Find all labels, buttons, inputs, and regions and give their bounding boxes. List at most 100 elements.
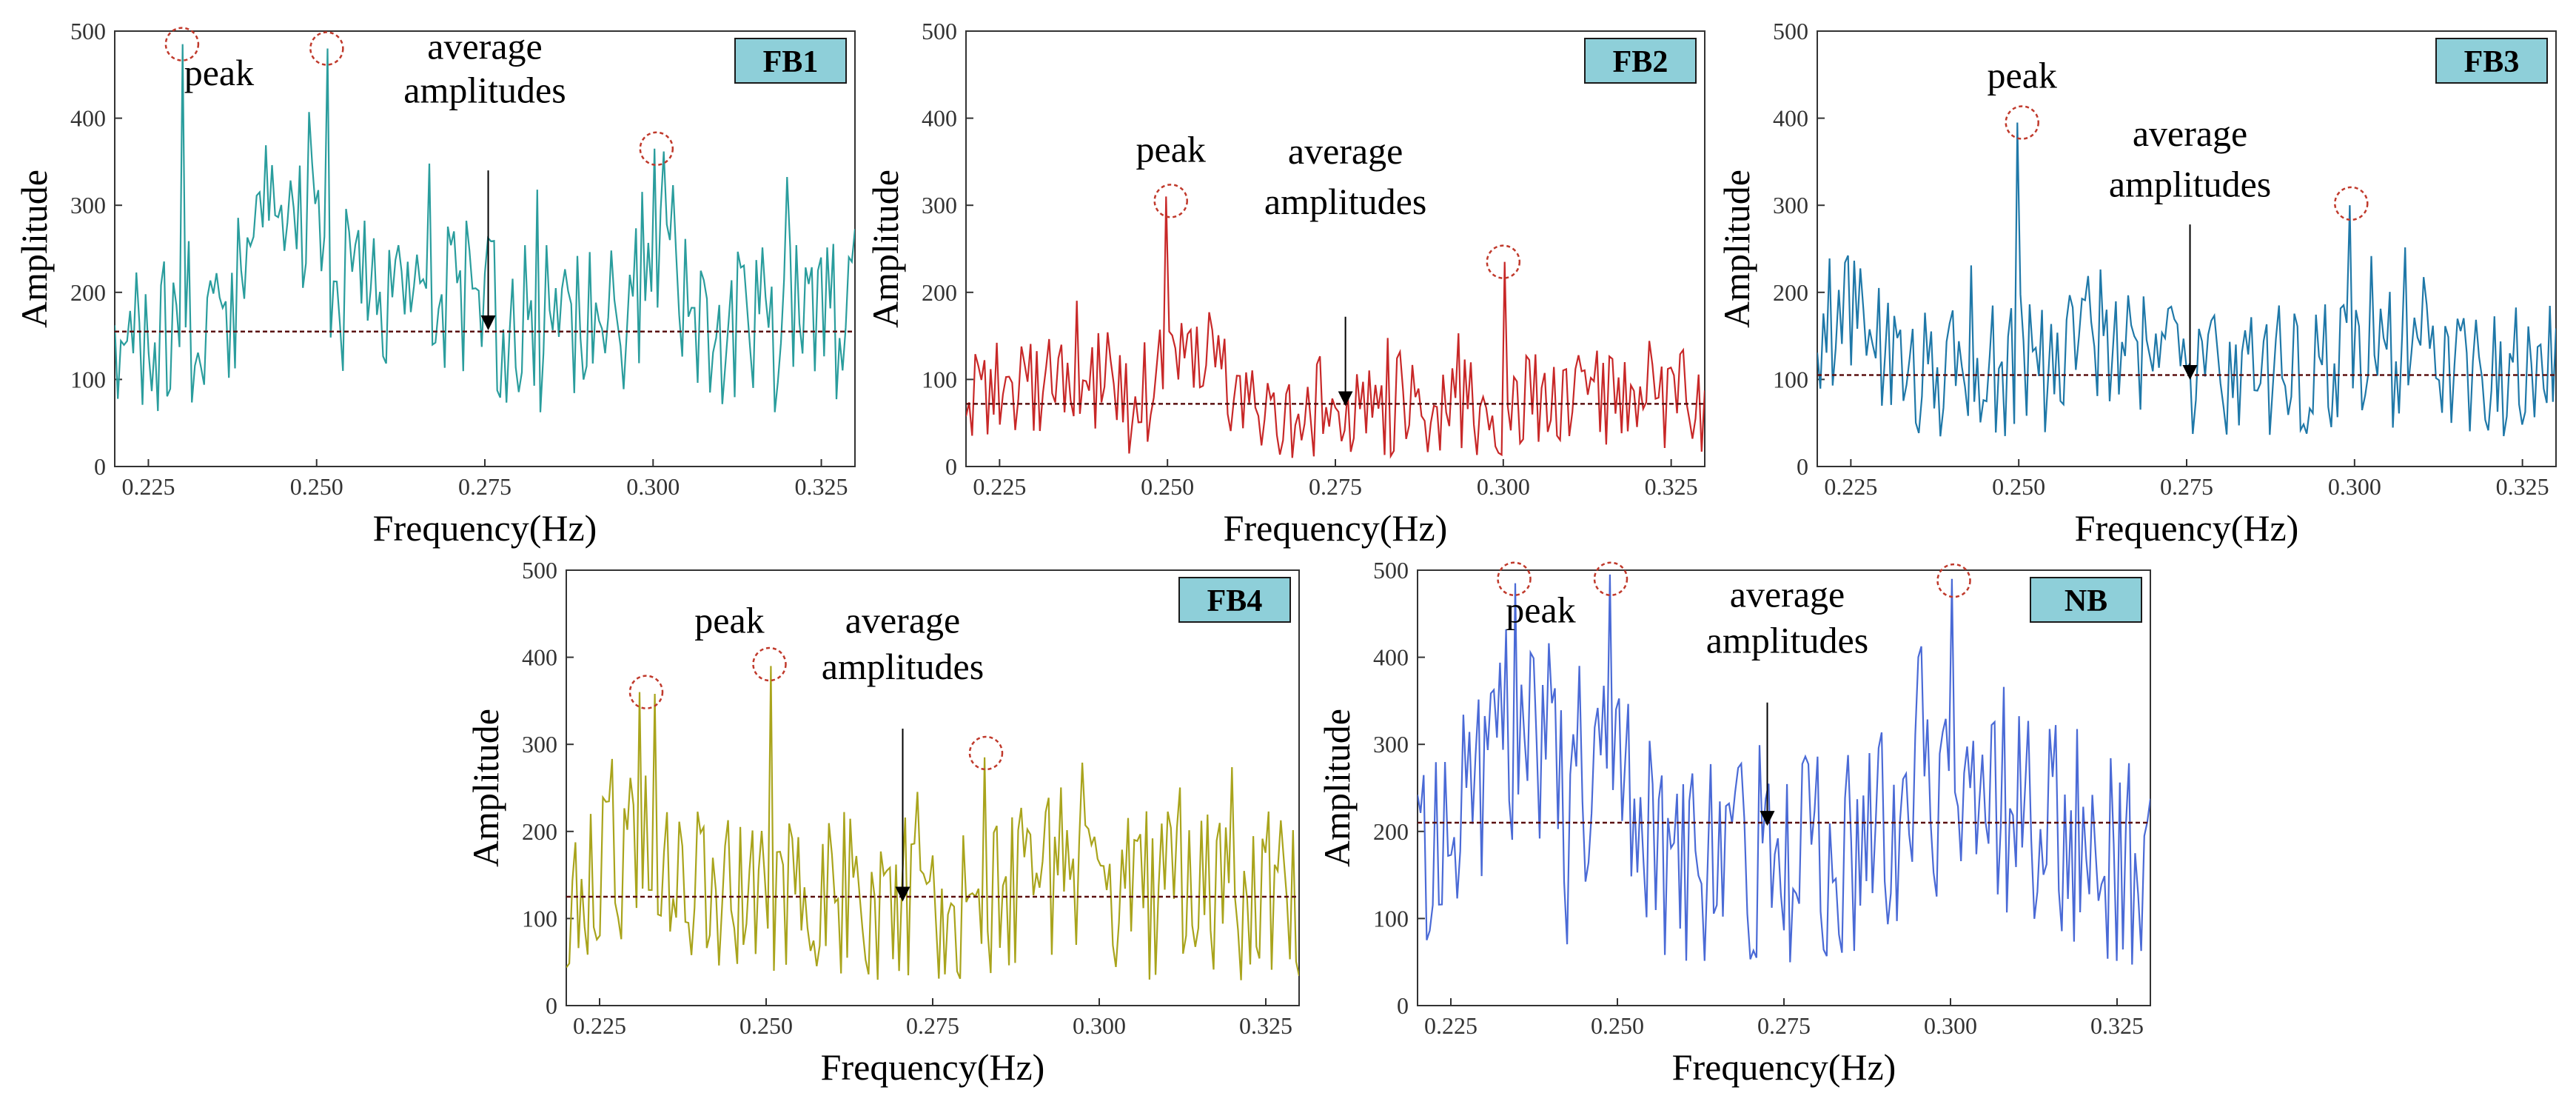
panel-title: FB3: [2464, 45, 2520, 79]
panel-title: NB: [2065, 584, 2107, 618]
x-tick-label: 0.325: [2496, 473, 2549, 500]
x-tick-label: 0.225: [1424, 1012, 1477, 1039]
chart-panel-fb4: 0 100 200 300 400 500 0.225 0.250 0.275 0.300 0.32…: [465, 557, 1300, 1088]
average-label: average: [427, 26, 542, 67]
chart-panel-nb: 0 100 200 300 400 500 0.225 0.250 0.275 0.300 0.32…: [1316, 557, 2151, 1088]
x-tick-label: 0.300: [1477, 473, 1530, 500]
peak-circle: [1153, 184, 1188, 218]
y-axis-label: Amplitude: [1316, 709, 1358, 867]
plot-frame: [1417, 569, 2151, 1006]
x-tick-label: 0.275: [1757, 1012, 1811, 1039]
y-tick-label: 100: [1373, 905, 1409, 932]
peak-label: peak: [694, 600, 764, 641]
y-tick-label: 400: [922, 105, 957, 132]
x-tick-label: 0.225: [973, 473, 1026, 500]
panel-title-badge: [1178, 577, 1291, 623]
x-tick-label: 0.225: [121, 473, 175, 500]
x-tick-label: 0.300: [2328, 473, 2381, 500]
y-tick-label: 400: [1373, 644, 1409, 671]
peak-circle: [1936, 563, 1971, 598]
y-axis-label: Amplitude: [865, 170, 906, 328]
y-tick-label: 300: [1773, 192, 1808, 218]
x-tick-label: 0.325: [795, 473, 848, 500]
y-tick-label: 200: [1373, 818, 1409, 845]
y-tick-label: 100: [922, 366, 957, 392]
y-tick-label: 500: [922, 18, 957, 44]
panel-title-badge: [1584, 38, 1697, 84]
peak-label: peak: [1506, 589, 1575, 631]
y-tick-label: 300: [922, 192, 957, 218]
y-tick-label: 500: [1373, 557, 1409, 584]
x-axis-label: Frequency(Hz): [2075, 507, 2299, 549]
x-axis-label: Frequency(Hz): [1672, 1046, 1896, 1088]
panel-title: FB4: [1207, 584, 1263, 618]
peak-circle: [752, 646, 787, 682]
x-axis-label: Frequency(Hz): [373, 507, 597, 549]
series-line-fb4: [566, 666, 1299, 980]
y-tick-label: 0: [1397, 992, 1409, 1019]
panel-title-badge: [734, 38, 847, 84]
y-tick-label: 400: [522, 644, 557, 671]
peak-circle: [1497, 561, 1532, 597]
x-tick-label: 0.250: [1591, 1012, 1644, 1039]
amplitudes-label: amplitudes: [1264, 181, 1426, 222]
peak-label: peak: [1136, 128, 1206, 170]
series-line-fb1: [115, 44, 855, 412]
y-tick-label: 400: [70, 105, 106, 132]
y-tick-label: 100: [1773, 366, 1808, 392]
x-tick-label: 0.275: [458, 473, 511, 500]
y-axis-label: Amplitude: [465, 709, 506, 867]
y-tick-label: 500: [522, 557, 557, 584]
plot-frame: [965, 30, 1705, 467]
peak-circle: [2334, 186, 2369, 221]
chart-panel-fb2: 0 100 200 300 400 500 0.225 0.250 0.275 0.300 0.32…: [865, 18, 1705, 549]
peak-circle: [968, 735, 1004, 771]
x-tick-label: 0.325: [1645, 473, 1698, 500]
amplitudes-label: amplitudes: [822, 646, 984, 687]
average-label: average: [1730, 573, 1845, 615]
y-tick-label: 300: [522, 731, 557, 758]
plot-frame: [1817, 30, 2557, 467]
x-tick-label: 0.300: [1924, 1012, 1977, 1039]
series-line-fb2: [966, 196, 1705, 459]
chart-panel-fb1: 0 100 200 300 400 500 0.225 0.250 0.275 0.300 0.32…: [13, 18, 856, 549]
peak-circle: [164, 27, 200, 61]
average-label: average: [2133, 113, 2247, 154]
y-tick-label: 0: [94, 453, 106, 480]
x-tick-label: 0.250: [1992, 473, 2045, 500]
x-tick-label: 0.300: [626, 473, 680, 500]
average-label: average: [1288, 130, 1403, 172]
x-tick-label: 0.250: [739, 1012, 793, 1039]
y-tick-label: 300: [70, 192, 106, 218]
peak-label: peak: [184, 52, 254, 93]
y-tick-label: 200: [522, 818, 557, 845]
x-axis-label: Frequency(Hz): [1224, 507, 1448, 549]
peak-circle: [628, 675, 664, 709]
y-tick-label: 200: [922, 279, 957, 306]
y-tick-label: 100: [522, 905, 557, 932]
y-tick-label: 400: [1773, 105, 1808, 132]
x-tick-label: 0.250: [290, 473, 343, 500]
x-tick-label: 0.325: [2090, 1012, 2144, 1039]
amplitudes-label: amplitudes: [403, 69, 566, 110]
x-tick-label: 0.225: [573, 1012, 626, 1039]
y-axis-label: Amplitude: [1716, 170, 1757, 328]
peak-circle: [639, 131, 674, 167]
amplitudes-label: amplitudes: [1706, 620, 1868, 661]
x-tick-label: 0.325: [1239, 1012, 1292, 1039]
y-tick-label: 500: [1773, 18, 1808, 44]
y-tick-label: 100: [70, 366, 106, 392]
y-tick-label: 300: [1373, 731, 1409, 758]
x-axis-label: Frequency(Hz): [821, 1046, 1045, 1088]
peak-label: peak: [1988, 54, 2057, 96]
x-tick-label: 0.225: [1824, 473, 1877, 500]
y-tick-label: 0: [546, 992, 557, 1019]
panel-title: FB2: [1613, 45, 1668, 79]
y-tick-label: 200: [1773, 279, 1808, 306]
series-line-nb: [1418, 574, 2150, 965]
peak-circle: [2005, 105, 2039, 140]
panel-title-badge: [2030, 577, 2142, 623]
peak-circle: [309, 31, 344, 66]
y-tick-label: 200: [70, 279, 106, 306]
